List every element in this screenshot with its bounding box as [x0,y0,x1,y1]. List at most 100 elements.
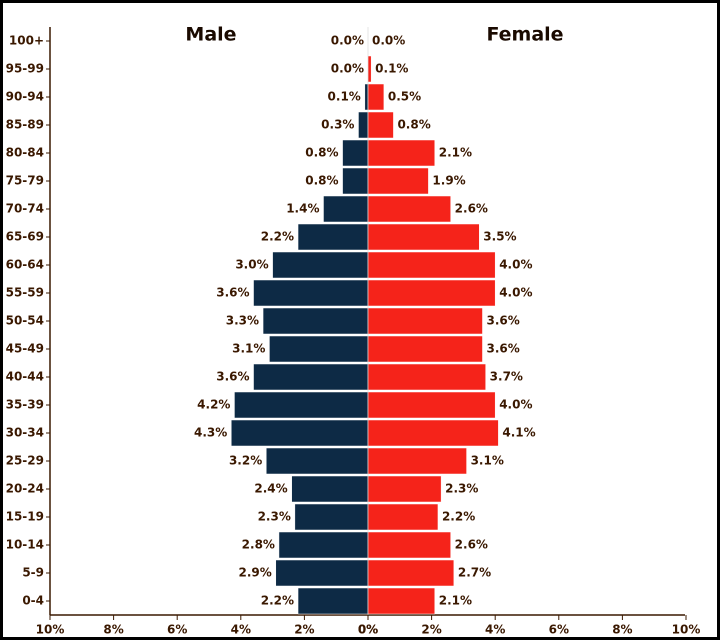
bar [269,335,369,363]
x-tick-label: 6% [549,623,569,637]
value-label: 4.0% [499,398,532,412]
x-tick-label: 2% [294,623,314,637]
value-label: 2.2% [261,594,294,608]
bar [265,447,369,475]
x-tick-label: 4% [231,623,251,637]
value-label: 3.6% [486,342,519,356]
value-label: 1.9% [432,174,465,188]
value-label: 3.2% [229,454,262,468]
y-tick-label: 45-49 [6,342,44,356]
bar [323,195,369,223]
value-label: 3.1% [471,454,504,468]
bar [367,559,455,587]
x-tick-label: 6% [167,623,187,637]
bar [253,279,369,307]
value-label: 3.6% [216,370,249,384]
value-label: 2.7% [458,566,491,580]
y-tick-label: 25-29 [6,454,44,468]
x-tick-label: 10% [36,623,65,637]
value-label: 4.2% [197,398,230,412]
bar [367,223,480,251]
value-label: 3.1% [232,342,265,356]
value-label: 2.3% [258,510,291,524]
y-tick-label: 70-74 [6,202,44,216]
y-tick-label: 50-54 [6,314,44,328]
bar [272,251,369,279]
y-tick-label: 5-9 [22,566,44,580]
bar [278,531,369,559]
bar [367,167,429,195]
bar [367,335,483,363]
value-label: 0.8% [305,146,338,160]
bar [297,223,369,251]
bar [367,307,483,335]
value-label: 3.3% [226,314,259,328]
x-tick-label: 8% [612,623,632,637]
bar [367,139,436,167]
value-label: 0.8% [305,174,338,188]
y-tick-label: 65-69 [6,230,44,244]
bar [367,447,467,475]
value-label: 3.5% [483,230,516,244]
value-label: 2.2% [261,230,294,244]
bar [367,251,496,279]
bar [234,391,369,419]
value-label: 4.1% [502,426,535,440]
bar [367,531,451,559]
x-tick-label: 0% [358,623,378,637]
bar [367,111,394,139]
y-tick-label: 35-39 [6,398,44,412]
bar [297,587,369,615]
bar [253,363,369,391]
y-tick-label: 60-64 [6,258,44,272]
bar [367,279,496,307]
value-label: 2.6% [455,202,488,216]
value-label: 0.8% [397,118,430,132]
value-label: 0.3% [321,118,354,132]
value-label: 1.4% [286,202,319,216]
value-label: 4.3% [194,426,227,440]
value-label: 2.9% [238,566,271,580]
y-tick-label: 55-59 [6,286,44,300]
y-tick-label: 90-94 [6,90,44,104]
bar [294,503,369,531]
series-title: Female [486,24,563,46]
y-tick-label: 10-14 [6,538,44,552]
value-label: 2.1% [439,146,472,160]
y-tick-label: 30-34 [6,426,44,440]
x-tick-label: 0% [358,623,378,637]
bar [367,503,439,531]
value-label: 3.6% [216,286,249,300]
value-label: 0.5% [388,90,421,104]
value-label: 2.2% [442,510,475,524]
y-tick-label: 20-24 [6,482,44,496]
y-tick-label: 40-44 [6,370,44,384]
value-label: 0.0% [331,62,364,76]
y-tick-label: 100+ [9,34,44,48]
value-label: 2.1% [439,594,472,608]
y-tick-label: 80-84 [6,146,44,160]
bar [231,419,369,447]
bar [367,391,496,419]
bar [367,55,372,83]
bar [367,587,436,615]
value-label: 2.4% [254,482,287,496]
bar [364,83,369,111]
bar [367,195,451,223]
value-label: 4.0% [499,286,532,300]
value-label: 4.0% [499,258,532,272]
y-tick-label: 15-19 [6,510,44,524]
value-label: 2.8% [242,538,275,552]
value-label: 0.1% [328,90,361,104]
bar [358,111,369,139]
x-tick-label: 2% [421,623,441,637]
series-title: Male [185,24,236,46]
bar [291,475,369,503]
bar [262,307,369,335]
value-label: 0.0% [372,34,405,48]
value-label: 3.0% [235,258,268,272]
value-label: 0.1% [375,62,408,76]
bar [342,167,369,195]
bar [367,419,499,447]
